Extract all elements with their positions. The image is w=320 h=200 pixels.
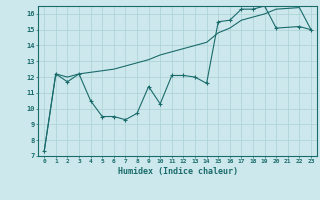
X-axis label: Humidex (Indice chaleur): Humidex (Indice chaleur): [118, 167, 238, 176]
